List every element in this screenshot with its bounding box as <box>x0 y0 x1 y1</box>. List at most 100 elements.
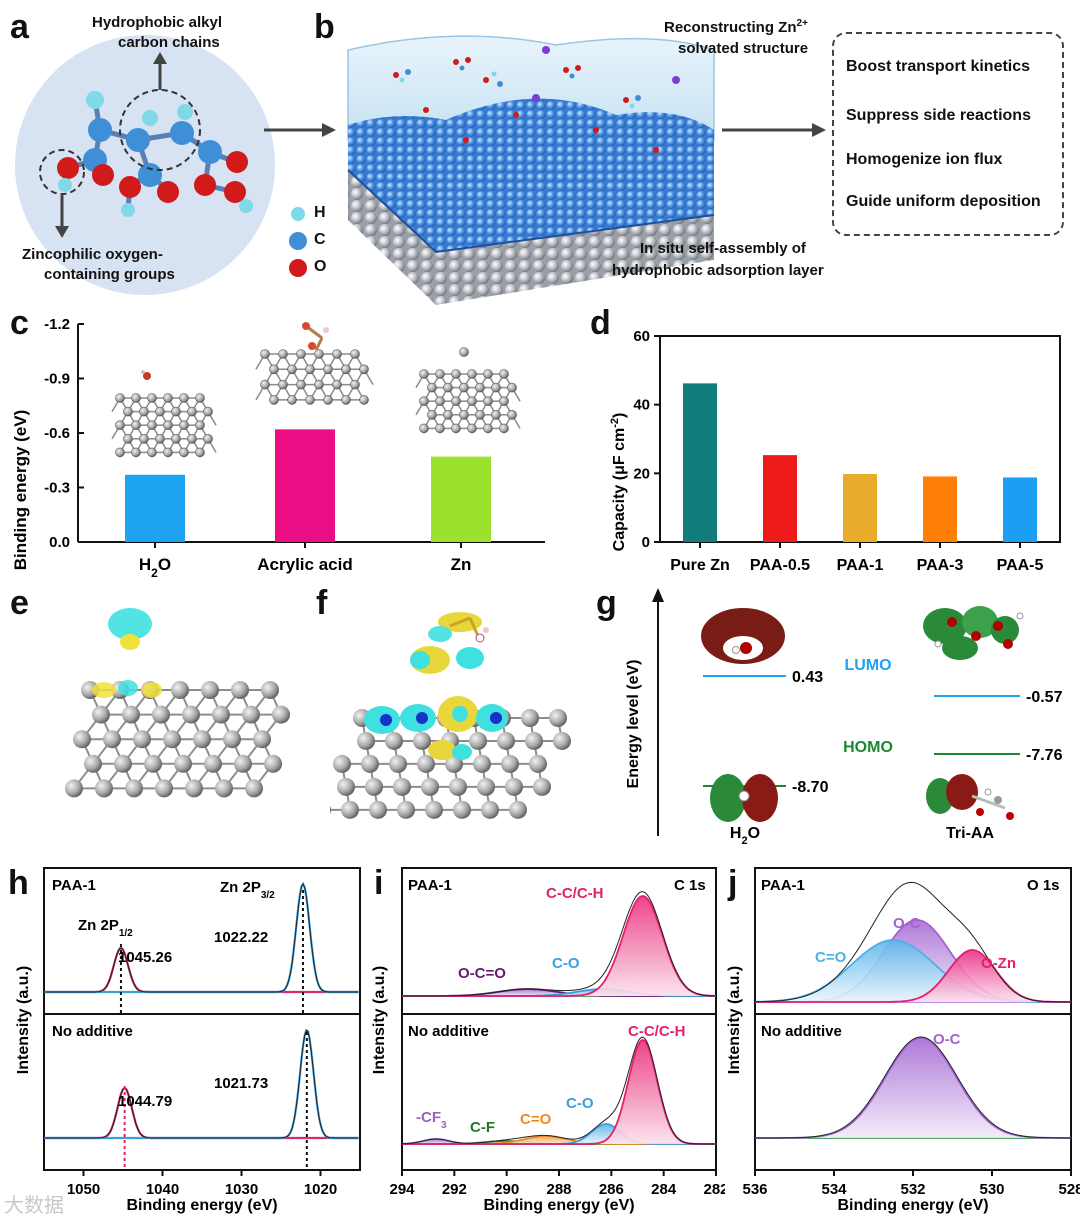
zn-atom <box>533 777 551 796</box>
zn-atom <box>497 731 515 750</box>
panel-label-i: i <box>374 864 384 902</box>
chart-j-xticks: 536 534 532 530 528 <box>742 1170 1080 1198</box>
chart-h-curves <box>44 881 359 1170</box>
chart-h-peak2-value-top: 1022.22 <box>214 929 268 946</box>
zn-atom <box>477 777 495 796</box>
h2o-slab-atom <box>203 434 213 444</box>
aa-slab-atom <box>332 349 342 359</box>
chart-h: 1050 1040 1030 1020 PAA-1 No additive Zn 2P… <box>15 867 361 1214</box>
atom-h <box>177 104 193 120</box>
h2o-slab-atom <box>195 393 205 403</box>
zn-atom <box>253 730 271 749</box>
charge-accumulation-lobe <box>120 634 140 650</box>
atom-o <box>157 181 179 203</box>
h2o-slab-atom <box>187 434 197 444</box>
chart-c-ytick-label: -0.3 <box>44 480 70 497</box>
aa-slab-atom <box>296 379 306 390</box>
panel-label-c: c <box>10 304 29 342</box>
chart-h-top-sample: PAA-1 <box>52 877 96 894</box>
chart-i-xtick-label: 286 <box>599 1181 624 1198</box>
chart-d: 0 20 40 60 Pure Zn PAA-0.5 PAA-1 PAA-3 PAA-5 Cap… <box>609 328 1061 574</box>
chart-h-bottom-sample: No additive <box>52 1023 133 1040</box>
watermark: 大数据 <box>4 1193 64 1217</box>
aa-slab-atom <box>287 395 297 405</box>
zn-atom <box>333 754 351 773</box>
zn-slab-atom <box>491 410 501 420</box>
h2o-slab-atom <box>171 434 181 444</box>
zn-atom <box>357 731 375 750</box>
oxygen-label-line1: Zincophilic oxygen- <box>22 246 163 263</box>
alkyl-label-line1: Hydrophobic alkyl <box>92 14 223 31</box>
layer-edge <box>347 169 715 254</box>
zn-atom <box>469 731 487 750</box>
zn-atom <box>421 777 439 796</box>
chart-i-top-oco: O-C=O <box>458 965 506 982</box>
aa-slab-atom <box>350 349 360 359</box>
aa-molecule <box>308 342 316 350</box>
chart-d-bar <box>1003 477 1037 542</box>
zn-atom <box>397 800 415 819</box>
h2o-slab-atom <box>131 393 141 403</box>
up-arrowhead <box>153 52 167 64</box>
chart-i-top-envelope <box>402 891 715 997</box>
aa-slab-atom <box>359 395 369 405</box>
zn-atom <box>95 779 113 798</box>
zn-slab-atom <box>419 423 429 434</box>
chart-i-bottom-envelope <box>402 1036 715 1145</box>
zn-atom <box>330 805 331 814</box>
aa-slab-atom <box>359 364 369 375</box>
zn-slab-atom <box>483 369 493 379</box>
chart-c-bar <box>431 456 491 542</box>
zn-slab-atom <box>451 369 461 379</box>
atom-c <box>170 121 194 145</box>
aa-slab-atom <box>260 379 270 390</box>
chart-i-bottom-co: C-O <box>566 1095 594 1112</box>
effect-item: Homogenize ion flux <box>846 151 1003 168</box>
chart-h-xlabel: Binding energy (eV) <box>126 1197 277 1214</box>
atom-h <box>142 110 158 126</box>
chart-j-ylabel: Intensity (a.u.) <box>726 966 743 1074</box>
zn-slab <box>330 709 571 819</box>
chart-j-bottom-envelope <box>755 1036 1071 1139</box>
chart-h-peak2-name: Zn 2P3/2 <box>220 879 275 901</box>
atom-o <box>194 174 216 196</box>
energy-axis-arrowhead <box>652 588 664 602</box>
zn-atom <box>231 681 249 699</box>
h2o-molecule <box>143 372 151 380</box>
zn-atom <box>341 800 359 819</box>
chart-j-xtick-label: 532 <box>900 1181 925 1198</box>
legend-c-atom <box>289 232 307 250</box>
h2o-slab-atom <box>179 447 189 458</box>
zn-atom <box>103 730 121 749</box>
zn-atom <box>122 705 140 724</box>
h2o-atom <box>738 790 750 802</box>
chart-d-xtick-label: PAA-3 <box>917 557 964 574</box>
zn-atom <box>509 800 527 819</box>
assembly-label-line2: hydrophobic adsorption layer <box>612 262 824 279</box>
zn-atom <box>481 800 499 819</box>
zn-atom <box>144 754 162 773</box>
solvation-label-line2: solvated structure <box>678 40 809 57</box>
chart-i-top-ccch: C-C/C-H <box>546 885 604 902</box>
h2o-name: H2O <box>730 825 760 847</box>
surface-charge-lobe <box>142 682 162 698</box>
h2o-slab-atom <box>163 393 173 403</box>
chart-h-ylabel: Intensity (a.u.) <box>15 966 32 1074</box>
zn-slab-atom <box>459 410 469 420</box>
zn-atom <box>234 754 252 773</box>
charge-depletion-lobe <box>108 608 152 640</box>
chart-i-xtick-label: 290 <box>494 1181 519 1198</box>
chart-j-top-envelope <box>755 881 1071 1003</box>
chart-h-peak1-value-bottom: 1044.79 <box>118 1093 172 1110</box>
zn-atom <box>385 731 403 750</box>
chart-h-top-raw <box>44 882 359 993</box>
atom-c <box>126 128 150 152</box>
effect-item: Guide uniform deposition <box>846 193 1041 210</box>
atom-h <box>86 91 104 109</box>
chart-j-xtick-label: 528 <box>1058 1181 1080 1198</box>
aa-slab-atom <box>314 349 324 359</box>
zn-atom <box>163 730 181 749</box>
chart-j-bottom-oc-fill <box>755 1038 1071 1138</box>
zn-atom <box>223 730 241 749</box>
panel-label-d: d <box>590 304 611 342</box>
